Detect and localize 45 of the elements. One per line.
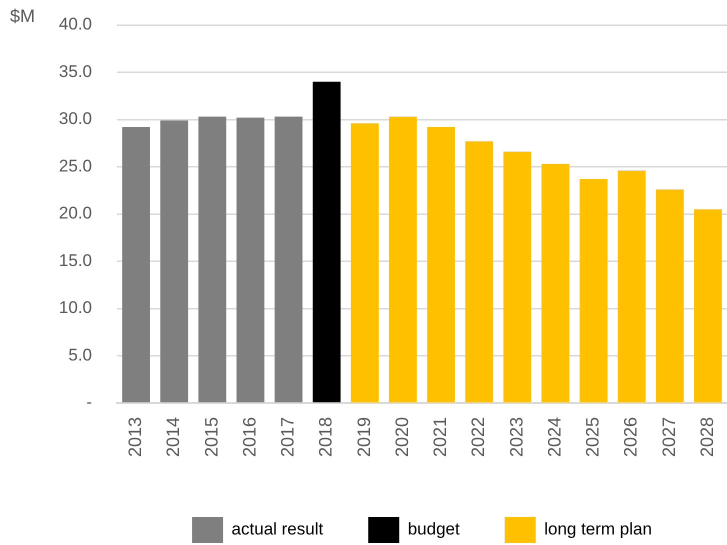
bar bbox=[198, 116, 226, 402]
bar bbox=[274, 116, 302, 402]
x-tick-label: 2014 bbox=[163, 417, 184, 458]
x-tick-label: 2013 bbox=[125, 417, 146, 458]
y-tick-label: 15.0 bbox=[58, 250, 92, 270]
x-tick-label: 2017 bbox=[278, 417, 298, 458]
x-tick-label: 2020 bbox=[392, 417, 412, 458]
x-tick-label: 2024 bbox=[544, 417, 564, 458]
bar bbox=[656, 189, 684, 402]
x-tick-label: 2018 bbox=[316, 417, 336, 458]
y-tick-label: 30.0 bbox=[58, 109, 92, 128]
x-tick-label: 2025 bbox=[582, 417, 603, 458]
bar bbox=[236, 118, 264, 402]
y-tick-label: 10.0 bbox=[58, 298, 92, 318]
y-tick-label: - bbox=[86, 392, 92, 412]
x-tick-label: 2023 bbox=[506, 417, 526, 458]
bar bbox=[122, 127, 150, 402]
bar bbox=[312, 82, 341, 402]
x-tick-label: 2019 bbox=[354, 417, 374, 458]
bar bbox=[350, 123, 379, 402]
x-tick-label: 2027 bbox=[658, 417, 679, 458]
x-tick-label: 2015 bbox=[201, 417, 222, 458]
legend-label: budget bbox=[408, 520, 460, 539]
y-tick-label: 25.0 bbox=[58, 156, 92, 176]
bar bbox=[694, 209, 722, 402]
bar bbox=[580, 179, 608, 402]
y-tick-label: 35.0 bbox=[58, 62, 92, 81]
y-tick-label: 5.0 bbox=[68, 345, 92, 364]
bar bbox=[427, 127, 455, 402]
legend-label: actual result bbox=[232, 520, 324, 539]
y-tick-label: 40.0 bbox=[58, 14, 92, 34]
bar bbox=[465, 141, 494, 402]
x-tick-label: 2021 bbox=[430, 417, 450, 458]
x-tick-label: 2016 bbox=[239, 417, 260, 458]
x-tick-label: 2022 bbox=[468, 417, 488, 458]
bar bbox=[618, 170, 646, 402]
y-tick-label: 20.0 bbox=[58, 204, 92, 223]
bar bbox=[389, 116, 417, 402]
x-tick-label: 2026 bbox=[620, 417, 641, 458]
bar bbox=[503, 152, 532, 402]
y-axis-title: $M bbox=[10, 6, 36, 26]
x-tick-label: 2028 bbox=[696, 417, 717, 458]
bar bbox=[542, 164, 570, 402]
legend-label: long term plan bbox=[544, 520, 652, 539]
bar bbox=[160, 120, 188, 402]
